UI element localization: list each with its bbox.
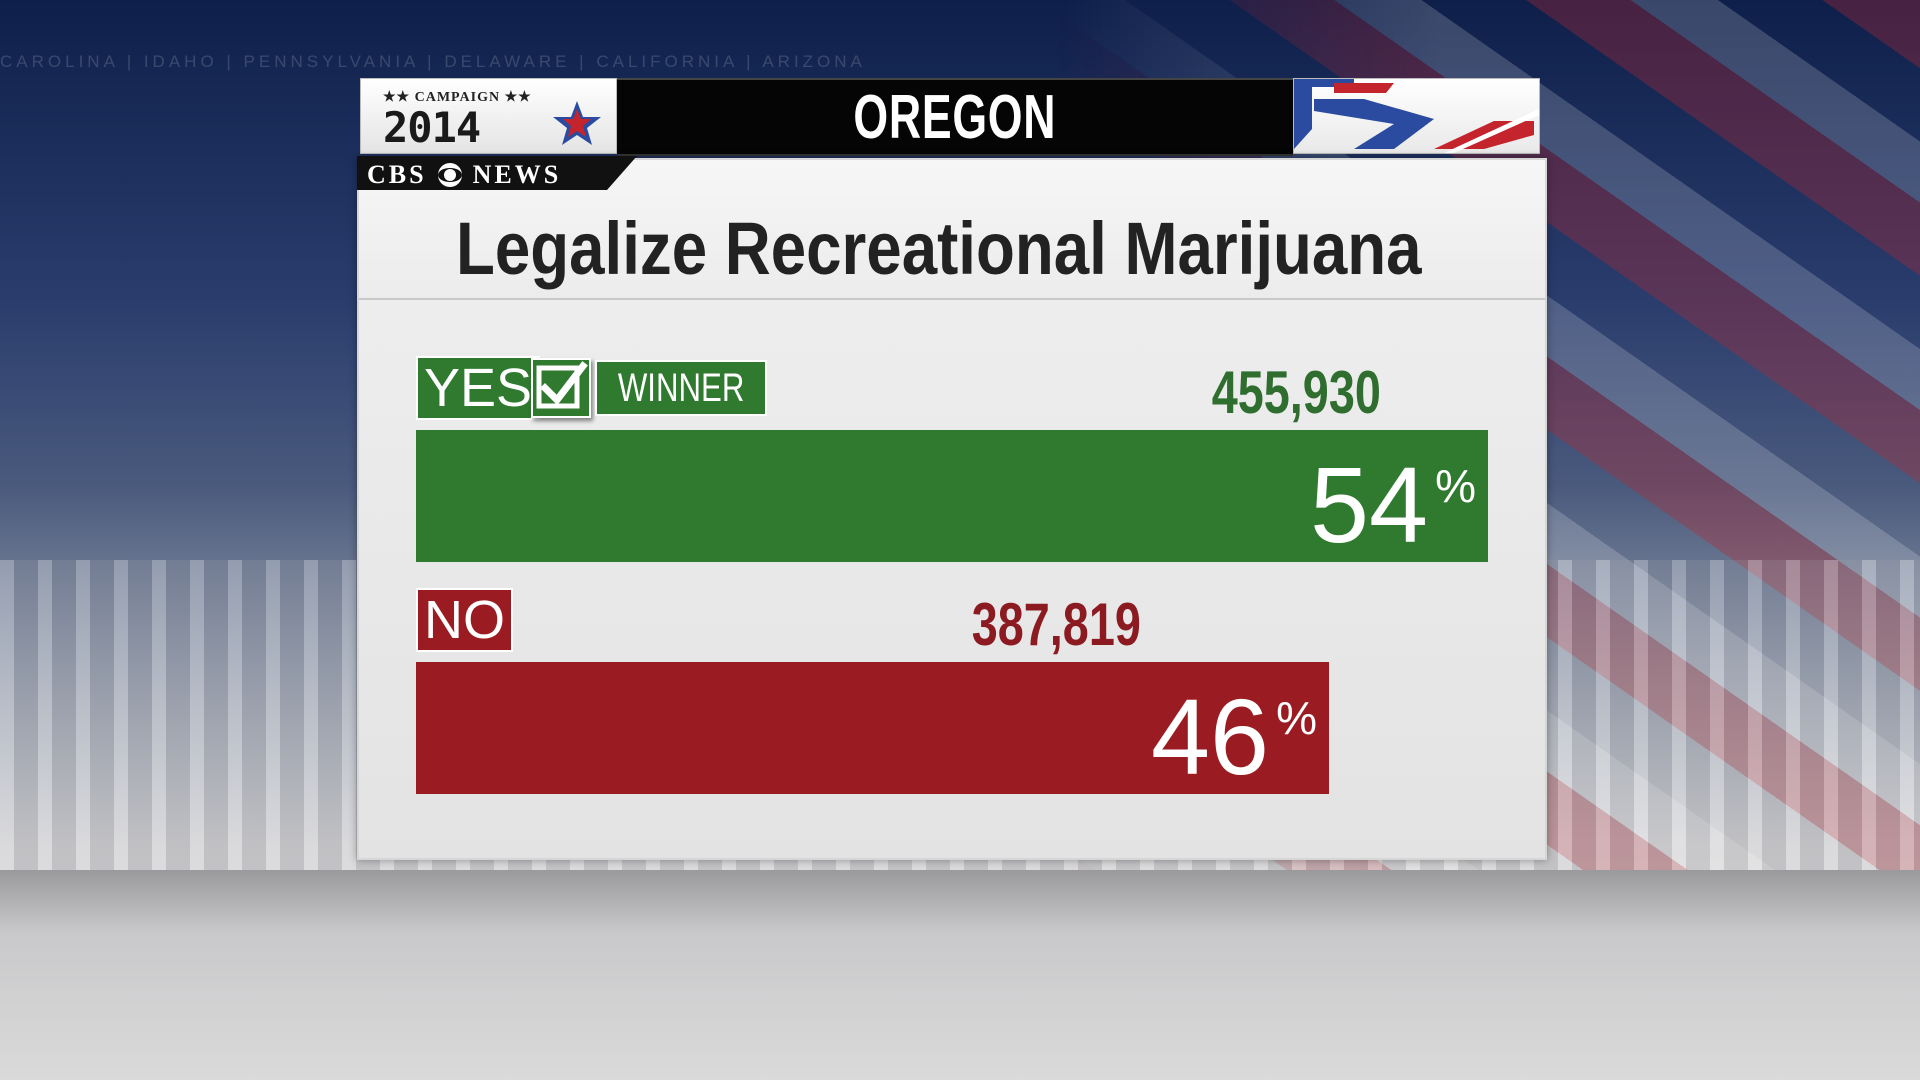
bar-no-unit: % [1276,692,1317,744]
network-tab-shape [357,156,637,190]
yes-vote-count: 455,930 [1061,358,1381,427]
header-bar: ★★ CAMPAIGN ★★ 2014 OREGON [360,78,1540,156]
measure-title: Legalize Recreational Marijuana [456,207,1422,290]
checkmark-icon [531,358,591,418]
no-vote-count: 387,819 [821,590,1141,659]
no-label: NO [416,588,513,652]
bar-yes-unit: % [1435,460,1476,512]
logo-year: 2014 [383,103,481,152]
results-bar-chart: 54 %46% [416,430,1488,797]
flag-chevron-icon [1294,79,1539,153]
star-icon [553,101,601,145]
network-tab: CBS NEWS [357,156,637,190]
background-floor [0,870,1920,1080]
bar-yes [416,430,1488,562]
bar-no-value: 46 [1151,676,1269,797]
flag-graphic [1293,78,1540,154]
title-area: Legalize Recreational Marijuana [359,160,1545,300]
state-name: OREGON [853,82,1057,152]
logo-campaign-text: ★★ CAMPAIGN ★★ [383,90,532,105]
yes-vote-count-text: 455,930 [1211,359,1381,426]
no-vote-count-text: 387,819 [971,591,1141,658]
winner-label: WINNER [617,366,745,410]
network-name-right: NEWS [472,160,562,189]
bar-no [416,662,1329,794]
background-state-names: CAROLINA | IDAHO | PENNSYLVANIA | DELAWA… [0,52,866,71]
state-banner: OREGON [617,78,1293,156]
cbs-eye-icon [437,163,462,187]
campaign-logo: ★★ CAMPAIGN ★★ 2014 [360,78,617,154]
winner-badge: WINNER [595,360,767,416]
network-logo: CBS NEWS [367,160,561,190]
network-name-left: CBS [367,160,427,189]
bar-yes-value: 54 [1310,444,1428,565]
results-panel: Legalize Recreational Marijuana YES WINN… [357,158,1547,860]
